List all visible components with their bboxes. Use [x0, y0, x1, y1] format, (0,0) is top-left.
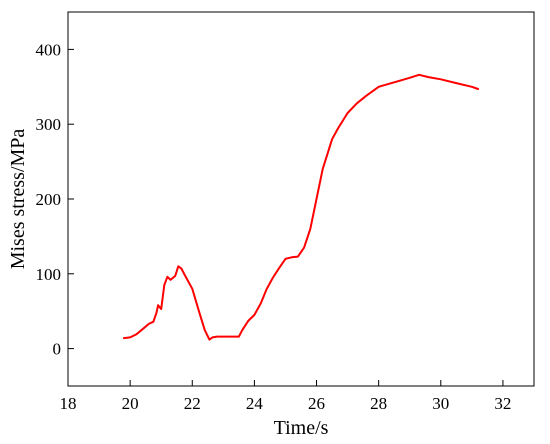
x-tick-label: 32 [494, 394, 511, 413]
y-tick-label: 100 [36, 265, 62, 284]
x-tick-label: 28 [370, 394, 387, 413]
y-axis: 0 100 200 300 400 [36, 40, 74, 359]
y-tick-label: 400 [36, 40, 62, 59]
plot-frame [67, 11, 535, 387]
series-layer [122, 73, 480, 341]
series-line [122, 73, 480, 341]
x-axis: 18 20 22 24 26 28 30 32 [60, 380, 511, 413]
x-tick-label: 26 [308, 394, 325, 413]
y-tick-label: 300 [36, 115, 62, 134]
y-tick-label: 0 [53, 340, 62, 359]
x-tick-label: 22 [184, 394, 201, 413]
x-axis-title: Time/s [274, 417, 329, 439]
x-tick-label: 18 [60, 394, 77, 413]
x-tick-label: 20 [122, 394, 139, 413]
x-tick-label: 30 [432, 394, 449, 413]
y-axis-title: Mises stress/MPa [7, 129, 29, 270]
y-tick-label: 200 [36, 190, 62, 209]
x-tick-label: 24 [246, 394, 264, 413]
